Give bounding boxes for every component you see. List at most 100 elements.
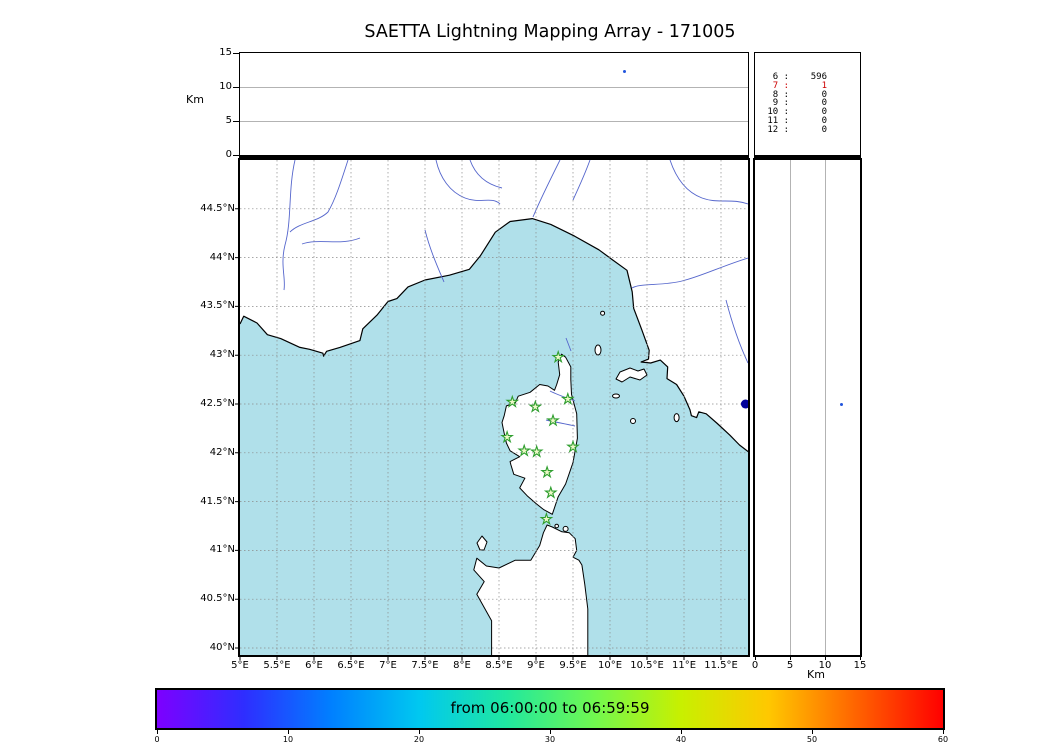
altitude-tick [233,53,239,54]
figure-title: SAETTA Lightning Mapping Array - 171005 [364,22,736,42]
station-count-label: 6 : [772,72,789,82]
lightning-source-dot-alt-lat [839,403,843,407]
altitude-latitude-panel [753,158,862,657]
maddalena-island-2 [554,523,560,529]
colorbar-tick [288,730,289,734]
altitude-tick [233,121,239,122]
gridline-5km [240,121,748,122]
colorbar-tick-label: 50 [806,735,818,744]
altitude-longitude-panel [239,52,749,158]
colorbar-tick [812,730,813,734]
colorbar-tick [550,730,551,734]
station-count-label: 9 : [772,98,789,109]
maddalena-island [562,525,569,532]
station-count-label: 10 : [767,107,789,118]
latitude-axis-ticks [235,208,240,649]
altitude-tick-label: 5 [225,115,232,126]
elba-island [615,367,648,383]
giglio-island [673,413,680,423]
lon-tick-label: 11°E [671,660,697,671]
lat-tick-label: 41°N [209,544,235,556]
lon-tick-label: 9°E [527,660,545,671]
gridline-10km [240,87,748,88]
km-tick-label: 0 [751,660,759,671]
station-count-value: 0 [821,98,827,109]
station-count-value: 0 [821,124,827,135]
lat-tick-label: 42.5°N [200,398,235,409]
station-count-label: 8 : [772,89,789,100]
gorgona-island [600,310,606,316]
km-tick-label: 5 [786,660,794,671]
km-tick [755,655,756,660]
montecristo-island [630,418,636,424]
lon-tick-label: 7°E [379,660,397,671]
lon-tick-label: 6°E [305,660,323,671]
altitude-axis-label: Km [186,93,204,106]
capraia-island [594,344,602,356]
station-count-list: 6 : 596 7 : 1 8 : 0 9 : 0 10 : 0 11 : 0 12 : 0 [755,73,860,135]
longitude-axis-ticks [239,655,722,660]
lon-tick-label: 11.5°E [704,660,738,671]
lon-tick-label: 5°E [231,660,249,671]
colorbar-tick-label: 0 [154,735,160,744]
lon-tick-label: 9.5°E [559,660,587,671]
gridline-5km-vertical [790,160,791,655]
lon-tick-label: 8.5°E [485,660,513,671]
station-count-row: 8 : 0 [755,89,860,100]
lat-tick-label: 40°N [209,642,235,653]
rivers [282,160,748,427]
map-panel [235,158,750,660]
colorbar-tick-label: 10 [282,735,294,744]
colorbar-tick [419,730,420,734]
altitude-tick-label: 0 [225,149,232,160]
station-count-label: 12 : [767,124,789,135]
right-km-axis-label: Km [807,668,825,681]
colorbar-tick-label: 60 [937,735,949,744]
asinara-island [476,535,488,551]
km-tick-label: 10 [818,660,832,671]
colorbar-tick-label: 20 [413,735,425,744]
lat-tick-label: 43.5°N [200,300,235,312]
lat-tick-label: 44.5°N [200,202,235,214]
lat-tick-label: 40.5°N [200,593,235,605]
km-tick [860,655,861,660]
lon-tick-label: 6.5°E [337,660,365,671]
colorbar-tick-label: 30 [544,735,556,744]
colorbar-tick-label: 40 [675,735,687,744]
colorbar-tick [157,730,158,734]
altitude-tick [233,87,239,88]
station-count-row: 6 : 596 [755,73,860,82]
lat-tick-label: 41.5°N [200,495,235,507]
colorbar: from 06:00:00 to 06:59:59 [155,688,945,730]
km-tick [825,655,826,660]
station-count-value: 596 [810,72,827,82]
station-count-row: 9 : 0 [755,99,860,108]
colorbar-tick [943,730,944,734]
sardinia-island [473,524,589,655]
altitude-tick-label: 15 [219,47,232,58]
lightning-source-dot-alt-lon [622,69,626,73]
station-count-value: 0 [821,89,827,100]
lon-tick-label: 10.5°E [630,660,664,671]
station-count-value: 0 [821,115,827,126]
lightning-source-dot [740,399,748,409]
lon-tick-label: 10°E [597,660,623,671]
station-count-label: 11 : [767,115,789,126]
station-count-row: 7 : 1 [755,80,860,91]
map-canvas [235,160,748,660]
gridline-10km-vertical [825,160,826,655]
station-histogram-panel: 6 : 596 7 : 1 8 : 0 9 : 0 10 : 0 11 : 0 12 : 0 [754,52,861,158]
station-count-row: 12 : 0 [755,124,860,135]
lon-tick-label: 7.5°E [411,660,439,671]
station-count-row: 10 : 0 [755,108,860,117]
lat-tick-label: 44°N [209,251,235,263]
altitude-tick-label: 10 [219,81,232,92]
station-count-value: 1 [821,80,827,91]
km-tick [790,655,791,660]
colorbar-label: from 06:00:00 to 06:59:59 [450,699,650,717]
station-count-value: 0 [821,107,827,118]
lat-tick-label: 42°N [209,446,235,458]
lon-tick-label: 8°E [453,660,471,671]
lon-tick-label: 5.5°E [263,660,291,671]
